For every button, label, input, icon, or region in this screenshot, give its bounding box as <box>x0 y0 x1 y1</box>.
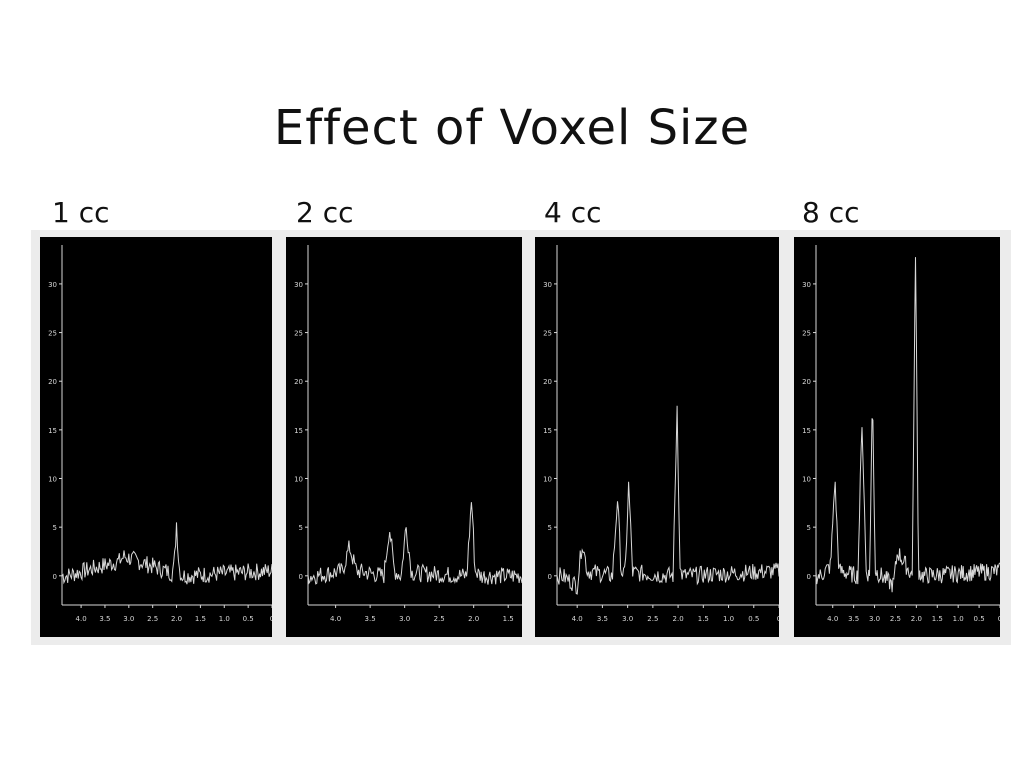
spectrum-panel-4: 0 5 10 15 20 25 30 4.0 3.5 3.0 2.5 2.0 1.5 1.0 0.5 0 <box>794 237 1000 637</box>
y-tick-label: 25 <box>294 330 303 338</box>
y-tick-label: 30 <box>294 281 303 289</box>
y-tick-label: 0 <box>299 573 303 581</box>
x-tick-label: 1.5 <box>932 615 943 623</box>
spectrum-trace <box>307 502 522 585</box>
spectrum-trace <box>61 522 272 585</box>
y-tick-label: 20 <box>48 378 57 386</box>
y-tick-label: 25 <box>543 330 552 338</box>
spectrum-trace <box>556 405 779 595</box>
x-tick-label: 1.5 <box>503 615 514 623</box>
x-tick-label: 3.0 <box>869 615 880 623</box>
spectrum-chart-3: 0 5 10 15 20 25 30 4.0 3.5 3.0 2.5 2.0 1.5 1.0 0.5 0 <box>543 245 779 623</box>
x-tick-label: 3.5 <box>848 615 859 623</box>
y-tick-label: 0 <box>548 573 552 581</box>
spectrum-chart-1: 0 5 10 15 20 25 30 4.0 3.5 3.0 2.5 2.0 1.5 1.0 0.5 0 <box>48 245 272 623</box>
y-tick-label: 10 <box>48 476 57 484</box>
x-tick-label: 1.0 <box>723 615 734 623</box>
panel-label-4: 8 cc <box>802 196 860 229</box>
x-tick-label: 0 <box>270 615 272 623</box>
panel-label-3: 4 cc <box>544 196 602 229</box>
y-tick-label: 5 <box>299 524 303 532</box>
x-tick-label: 4.0 <box>330 615 341 623</box>
y-tick-label: 5 <box>548 524 552 532</box>
y-tick-label: 30 <box>543 281 552 289</box>
x-tick-label: 1.5 <box>195 615 206 623</box>
y-tick-label: 15 <box>543 427 552 435</box>
x-tick-label: 0.5 <box>748 615 759 623</box>
x-tick-label: 0 <box>998 615 1000 623</box>
x-tick-label: 2.0 <box>171 615 182 623</box>
spectrum-trace <box>815 257 1000 593</box>
x-tick-label: 3.0 <box>123 615 134 623</box>
y-tick-label: 20 <box>802 378 811 386</box>
y-tick-label: 20 <box>543 378 552 386</box>
x-tick-label: 1.5 <box>698 615 709 623</box>
x-tick-label: 4.0 <box>76 615 87 623</box>
x-tick-label: 2.0 <box>911 615 922 623</box>
panel-label-2: 2 cc <box>296 196 354 229</box>
y-tick-label: 30 <box>48 281 57 289</box>
y-tick-label: 15 <box>294 427 303 435</box>
spectrum-panel-1: 0 5 10 15 20 25 30 4.0 3.5 3.0 2.5 2.0 1.5 1.0 0.5 0 <box>40 237 272 637</box>
spectrum-chart-4: 0 5 10 15 20 25 30 4.0 3.5 3.0 2.5 2.0 1.5 1.0 0.5 0 <box>802 245 1000 623</box>
x-tick-label: 0 <box>777 615 779 623</box>
x-tick-label: 1.0 <box>953 615 964 623</box>
panel-label-1: 1 cc <box>52 196 110 229</box>
x-tick-label: 2.5 <box>647 615 658 623</box>
y-tick-label: 15 <box>802 427 811 435</box>
x-tick-label: 3.0 <box>622 615 633 623</box>
spectrum-panel-3: 0 5 10 15 20 25 30 4.0 3.5 3.0 2.5 2.0 1.5 1.0 0.5 0 <box>535 237 779 637</box>
x-tick-label: 3.5 <box>597 615 608 623</box>
y-tick-label: 5 <box>807 524 811 532</box>
y-tick-label: 25 <box>802 330 811 338</box>
x-tick-label: 0.5 <box>243 615 254 623</box>
x-tick-label: 2.0 <box>468 615 479 623</box>
x-tick-label: 2.0 <box>673 615 684 623</box>
y-tick-label: 0 <box>53 573 57 581</box>
x-tick-label: 2.5 <box>890 615 901 623</box>
y-tick-label: 30 <box>802 281 811 289</box>
y-tick-label: 25 <box>48 330 57 338</box>
y-tick-label: 10 <box>294 476 303 484</box>
y-tick-label: 0 <box>807 573 811 581</box>
x-tick-label: 4.0 <box>572 615 583 623</box>
x-tick-label: 4.0 <box>827 615 838 623</box>
y-tick-label: 10 <box>802 476 811 484</box>
x-tick-label: 0.5 <box>974 615 985 623</box>
slide-title: Effect of Voxel Size <box>273 100 751 156</box>
y-tick-label: 5 <box>53 524 57 532</box>
x-tick-label: 2.5 <box>147 615 158 623</box>
y-tick-label: 15 <box>48 427 57 435</box>
x-tick-label: 2.5 <box>434 615 445 623</box>
y-tick-label: 10 <box>543 476 552 484</box>
x-tick-label: 1.0 <box>219 615 230 623</box>
x-tick-label: 3.0 <box>399 615 410 623</box>
x-tick-label: 3.5 <box>99 615 110 623</box>
y-tick-label: 20 <box>294 378 303 386</box>
x-tick-label: 3.5 <box>365 615 376 623</box>
